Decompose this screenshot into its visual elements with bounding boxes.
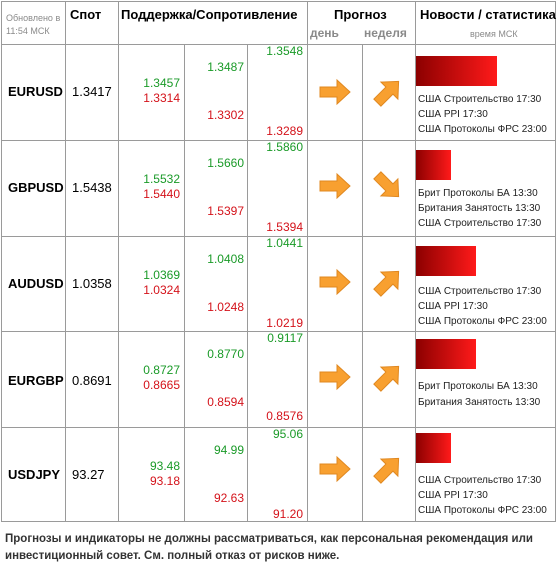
column-divider [184, 44, 185, 521]
table-row: EURUSD 1.3417 1.3457 1.3314 1.3487 1.330… [0, 44, 553, 140]
news-importance-bar [416, 56, 497, 86]
table-row: GBPUSD 1.5438 1.5532 1.5440 1.5660 1.539… [0, 140, 553, 236]
pair-name: EURGBP [8, 373, 64, 388]
spot-price: 1.0358 [72, 276, 112, 291]
risk-disclaimer: Прогнозы и индикаторы не должны рассматр… [5, 533, 533, 562]
week-forecast-arrow-icon [373, 365, 400, 392]
forecast-table [1, 1, 556, 522]
column-divider [65, 2, 66, 521]
news-item: Брит Протоколы БА 13:30 [418, 188, 538, 199]
levels-header: Поддержка/Сопротивление [121, 7, 298, 22]
spot-price: 1.3417 [72, 84, 112, 99]
news-item: Брит Протоколы БА 13:30 [418, 381, 538, 392]
support-level-1: 93.18 [149, 474, 180, 488]
news-item: Британия Занятость 13:30 [418, 397, 541, 408]
support-level-2: 0.8594 [207, 395, 244, 409]
resistance-level-2: 1.0408 [207, 252, 244, 266]
news-importance-bar [416, 150, 451, 180]
week-header: неделя [364, 26, 407, 40]
spot-price: 0.8691 [72, 373, 112, 388]
support-level-2: 92.63 [213, 491, 244, 505]
news-importance-bar [416, 433, 451, 463]
column-divider [415, 2, 416, 521]
news-item: США PPI 17:30 [418, 109, 488, 120]
support-level-3: 91.20 [272, 507, 303, 521]
spot-price: 1.5438 [72, 180, 112, 195]
week-forecast-arrow-icon [373, 171, 400, 198]
row-divider [2, 44, 555, 45]
pair-name: EURUSD [8, 84, 63, 99]
news-item: США PPI 17:30 [418, 301, 488, 312]
day-forecast-arrow-icon [319, 363, 351, 391]
day-forecast-arrow-icon [319, 455, 351, 483]
resistance-level-2: 0.8770 [207, 347, 244, 361]
column-divider [362, 44, 363, 521]
resistance-level-3: 1.0441 [266, 236, 303, 250]
news-importance-bar [416, 339, 476, 369]
day-forecast-arrow-icon [319, 172, 351, 200]
news-importance-bar [416, 246, 476, 276]
updated-time: Обновлено в 11:54 МСК [6, 13, 61, 36]
support-level-3: 0.8576 [266, 409, 303, 423]
column-divider [118, 2, 119, 521]
news-item: США Строительство 17:30 [418, 94, 542, 105]
row-divider [2, 331, 555, 332]
support-level-3: 1.0219 [266, 316, 303, 330]
row-divider [2, 236, 555, 237]
resistance-level-3: 1.3548 [266, 44, 303, 58]
resistance-level-1: 0.8727 [143, 363, 180, 377]
resistance-level-1: 1.3457 [143, 76, 180, 90]
resistance-level-1: 1.5532 [143, 172, 180, 186]
news-item: США Строительство 17:30 [418, 475, 542, 486]
pair-name: USDJPY [8, 467, 61, 482]
day-forecast-arrow-icon [319, 78, 351, 106]
table-row: AUDUSD 1.0358 1.0369 1.0324 1.0408 1.024… [0, 236, 553, 332]
news-item: Британия Занятость 13:30 [418, 203, 541, 214]
spot-price: 93.27 [72, 467, 105, 482]
news-item: США Протоколы ФРС 23:00 [418, 505, 547, 516]
support-level-2: 1.3302 [207, 108, 244, 122]
column-divider [307, 2, 308, 521]
column-divider [247, 44, 248, 521]
spot-header: Спот [70, 7, 102, 22]
day-forecast-arrow-icon [319, 268, 351, 296]
news-item: США Строительство 17:30 [418, 286, 542, 297]
week-forecast-arrow-icon [373, 457, 400, 484]
pair-name: GBPUSD [8, 180, 64, 195]
support-level-1: 1.0324 [143, 283, 180, 297]
resistance-level-1: 93.48 [149, 459, 180, 473]
table-row: USDJPY 93.27 93.48 93.18 94.99 92.63 95.… [0, 427, 553, 521]
week-forecast-arrow-icon [373, 270, 400, 297]
pair-name: AUDUSD [8, 276, 64, 291]
news-item: США Протоколы ФРС 23:00 [418, 124, 547, 135]
resistance-level-3: 1.5860 [266, 140, 303, 154]
support-level-3: 1.3289 [266, 124, 303, 138]
forecast-header: Прогноз [334, 7, 387, 22]
support-level-2: 1.5397 [207, 204, 244, 218]
time-note: время МСК [470, 29, 518, 39]
news-item: США Строительство 17:30 [418, 218, 542, 229]
news-item: США PPI 17:30 [418, 490, 488, 501]
resistance-level-2: 1.3487 [207, 60, 244, 74]
news-header: Новости / статистика [420, 7, 556, 22]
resistance-level-2: 94.99 [213, 443, 244, 457]
row-divider [2, 140, 555, 141]
support-level-1: 1.5440 [143, 187, 180, 201]
support-level-3: 1.5394 [266, 220, 303, 234]
day-header: день [310, 26, 339, 40]
support-level-1: 1.3314 [143, 91, 180, 105]
resistance-level-1: 1.0369 [143, 268, 180, 282]
support-level-1: 0.8665 [143, 378, 180, 392]
news-item: США Протоколы ФРС 23:00 [418, 316, 547, 327]
table-row: EURGBP 0.8691 0.8727 0.8665 0.8770 0.859… [0, 331, 553, 427]
row-divider [2, 427, 555, 428]
support-level-2: 1.0248 [207, 300, 244, 314]
week-forecast-arrow-icon [373, 80, 400, 107]
resistance-level-2: 1.5660 [207, 156, 244, 170]
resistance-level-3: 95.06 [272, 427, 303, 441]
resistance-level-3: 0.9117 [267, 331, 303, 345]
